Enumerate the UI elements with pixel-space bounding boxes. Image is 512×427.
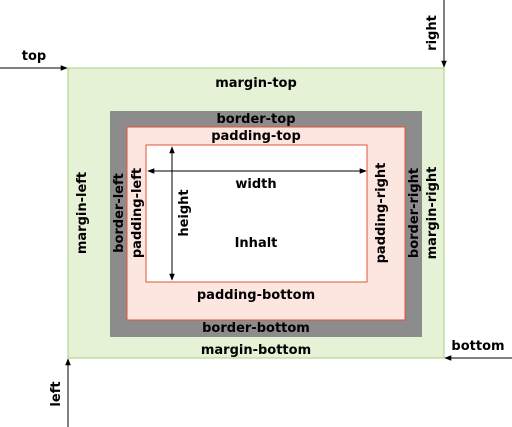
margin-left-label: margin-left (75, 172, 90, 254)
padding-top-label: padding-top (211, 129, 301, 144)
content-box (145, 144, 368, 283)
margin-right-label: margin-right (425, 167, 440, 260)
top-label: top (22, 49, 46, 64)
padding-left-label: padding-left (130, 168, 145, 258)
border-bottom-label: border-bottom (202, 321, 310, 336)
left-label: left (49, 381, 64, 406)
width-label: width (235, 177, 276, 192)
margin-top-label: margin-top (215, 76, 297, 91)
border-right-label: border-right (407, 168, 422, 258)
right-label: right (425, 15, 440, 51)
bottom-label: bottom (451, 339, 504, 354)
border-left-label: border-left (112, 173, 127, 253)
margin-bottom-label: margin-bottom (201, 343, 311, 358)
padding-right-label: padding-right (374, 163, 389, 264)
content-label: Inhalt (235, 236, 278, 251)
height-label: height (177, 189, 192, 236)
border-top-label: border-top (216, 112, 295, 127)
padding-bottom-label: padding-bottom (197, 288, 315, 303)
